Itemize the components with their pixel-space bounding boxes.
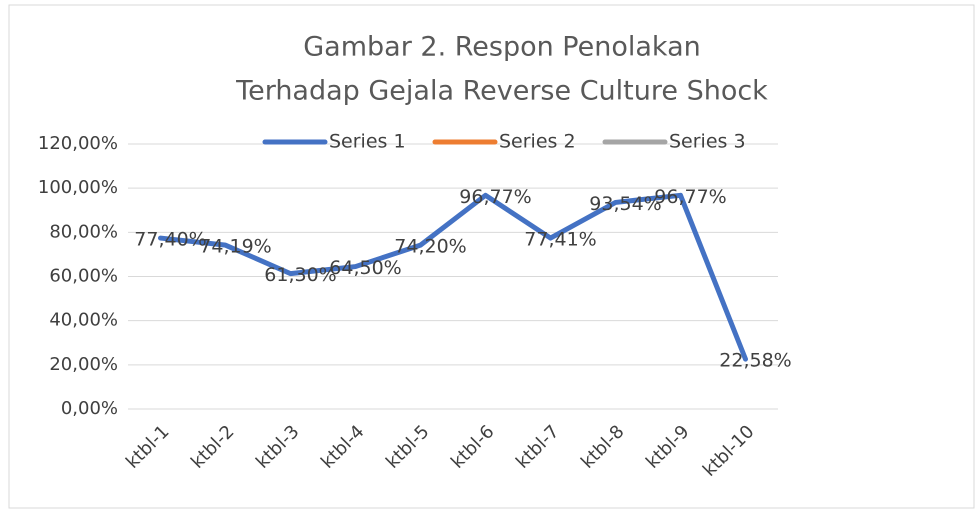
- chart-title: Terhadap Gejala Reverse Culture Shock: [235, 76, 768, 107]
- y-tick-label: 80,00%: [49, 221, 118, 242]
- legend-label: Series 2: [499, 131, 576, 153]
- data-label: 96,77%: [459, 186, 531, 208]
- data-label: 64,50%: [329, 257, 401, 279]
- data-label: 93,54%: [589, 193, 661, 215]
- y-tick-label: 120,00%: [38, 133, 118, 154]
- data-label: 77,40%: [134, 229, 206, 251]
- legend-label: Series 1: [329, 131, 406, 153]
- y-tick-label: 20,00%: [49, 354, 118, 375]
- data-line: [158, 192, 748, 362]
- chart-border: [8, 4, 975, 509]
- data-label: 77,41%: [524, 229, 596, 251]
- data-label: 74,20%: [394, 236, 466, 258]
- y-tick-label: 60,00%: [49, 266, 118, 287]
- y-tick-label: 0,00%: [61, 398, 118, 419]
- data-label: 22,58%: [719, 350, 791, 372]
- legend-label: Series 3: [669, 131, 746, 153]
- y-tick-label: 40,00%: [49, 310, 118, 331]
- y-tick-label: 100,00%: [38, 177, 118, 198]
- data-label: 74,19%: [199, 236, 271, 258]
- data-label: 61,30%: [264, 264, 336, 286]
- data-label: 96,77%: [654, 186, 726, 208]
- chart-title: Gambar 2. Respon Penolakan: [303, 32, 701, 63]
